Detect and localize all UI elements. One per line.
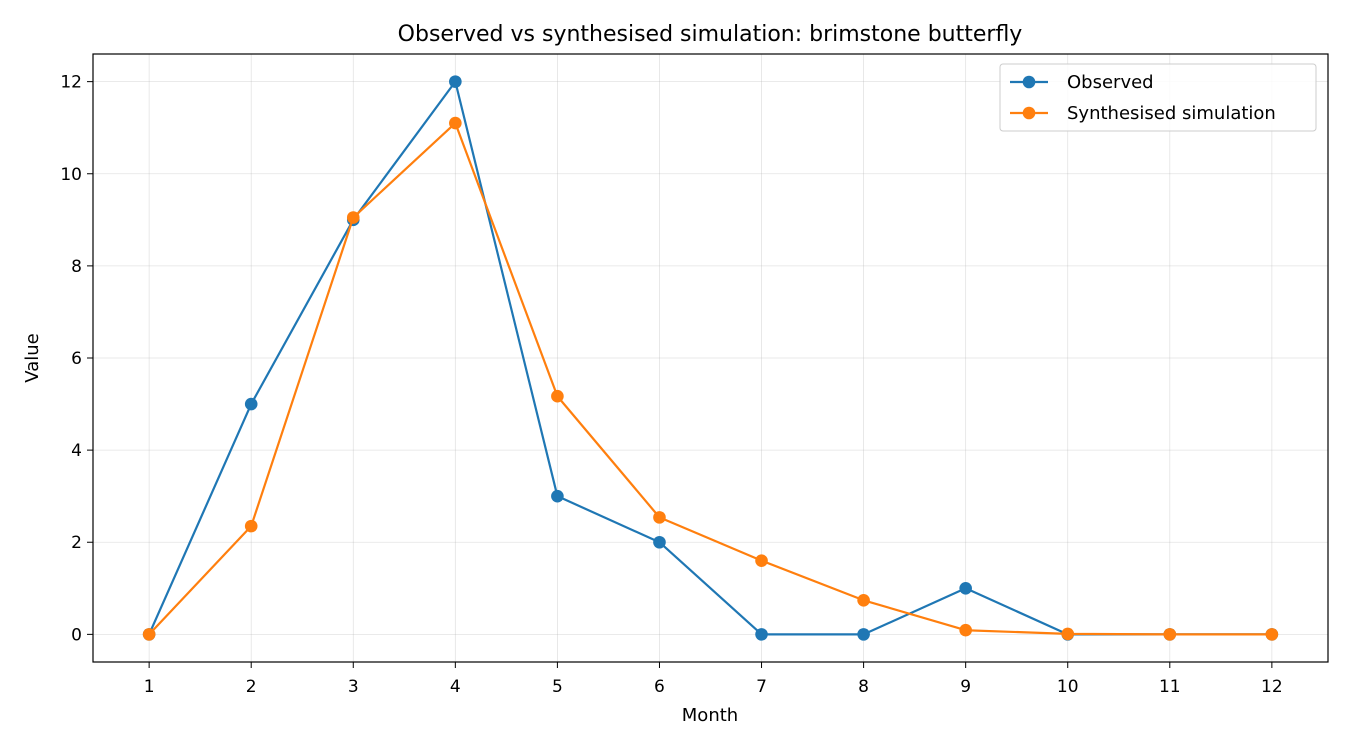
- data-point-synthesised-simulation: [551, 389, 564, 403]
- data-point-observed: [551, 489, 564, 503]
- data-point-observed: [755, 628, 768, 641]
- y-tick-label: 2: [71, 533, 82, 553]
- x-axis-label: Month: [682, 705, 738, 726]
- x-tick-label: 1: [144, 677, 155, 697]
- x-tick-label: 3: [348, 677, 359, 697]
- x-tick-label: 8: [858, 677, 869, 697]
- data-point-observed: [244, 397, 258, 411]
- data-point-synthesised-simulation: [1265, 628, 1279, 641]
- x-tick-label: 10: [1057, 677, 1079, 697]
- grid-lines: [93, 54, 1328, 662]
- y-tick-label: 0: [71, 625, 82, 645]
- data-point-synthesised-simulation: [653, 511, 666, 524]
- legend-label-synthesised-simulation: Synthesised simulation: [1067, 103, 1276, 124]
- legend-marker-synthesised-simulation: [1022, 106, 1036, 120]
- y-tick-label: 10: [60, 165, 82, 185]
- y-tick-label: 8: [71, 257, 82, 277]
- data-point-observed: [449, 75, 462, 88]
- data-point-synthesised-simulation: [142, 628, 156, 641]
- series-layer: [142, 75, 1279, 641]
- data-point-synthesised-simulation: [1061, 627, 1075, 641]
- data-point-observed: [959, 582, 972, 595]
- x-tick-label: 4: [450, 677, 461, 697]
- y-tick-label: 4: [71, 441, 82, 461]
- x-tick-label: 2: [246, 677, 257, 697]
- data-point-synthesised-simulation: [449, 116, 462, 130]
- legend-marker-observed: [1022, 75, 1036, 89]
- legend: Observed Synthesised simulation: [999, 63, 1317, 132]
- chart-title: Observed vs synthesised simulation: brim…: [398, 22, 1023, 47]
- x-axis-ticks: 1 2 3 4 5 6 7 8 9 10 11 12: [144, 662, 1283, 697]
- x-tick-label: 11: [1159, 677, 1181, 697]
- x-tick-label: 12: [1261, 677, 1283, 697]
- data-point-synthesised-simulation: [346, 211, 360, 224]
- data-point-synthesised-simulation: [1163, 628, 1177, 641]
- data-point-synthesised-simulation: [244, 519, 258, 533]
- y-tick-label: 12: [60, 73, 82, 93]
- legend-label-observed: Observed: [1067, 72, 1154, 93]
- legend-frame: [999, 63, 1317, 132]
- y-axis-ticks: 0 2 4 6 8 10 12: [60, 73, 93, 645]
- data-point-synthesised-simulation: [755, 554, 768, 567]
- data-point-synthesised-simulation: [959, 623, 972, 637]
- data-point-observed: [857, 628, 870, 641]
- x-tick-label: 6: [654, 677, 665, 697]
- x-tick-label: 5: [552, 677, 563, 697]
- data-point-synthesised-simulation: [857, 593, 870, 607]
- y-tick-label: 6: [71, 349, 82, 369]
- y-axis-label: Value: [22, 333, 43, 382]
- x-tick-label: 9: [960, 677, 971, 697]
- x-tick-label: 7: [756, 677, 767, 697]
- data-point-observed: [653, 535, 666, 549]
- series-line-synthesised-simulation: [148, 121, 1273, 636]
